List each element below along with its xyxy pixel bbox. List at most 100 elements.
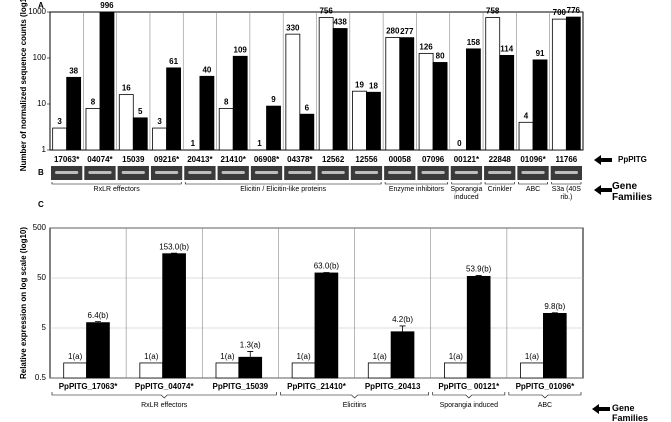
gel-band	[488, 171, 512, 174]
data-label: 6	[305, 103, 310, 112]
error-bar	[171, 252, 178, 255]
bracket	[51, 182, 182, 185]
data-label: 109	[234, 45, 248, 54]
x-tick-label: 21410*	[221, 155, 247, 164]
x-tick-label: PpPITG_04074*	[135, 382, 195, 391]
bar	[418, 52, 434, 151]
y-axis-label: Number of normalized sequence counts (lo…	[19, 0, 28, 171]
bar	[499, 54, 515, 151]
x-tick-label: 17063*	[54, 155, 80, 164]
data-label: 53.9(b)	[466, 265, 492, 274]
data-label: 9	[271, 95, 276, 104]
y-tick-label: 500	[33, 223, 47, 232]
gel-band	[354, 171, 379, 174]
bar	[118, 94, 134, 151]
data-label: 16	[122, 84, 131, 93]
bar	[215, 362, 240, 379]
bar	[332, 28, 348, 151]
bracket	[508, 392, 582, 399]
arrow	[594, 155, 612, 165]
data-label: 700	[553, 8, 567, 17]
panel-letter: B	[38, 168, 44, 177]
bar	[518, 121, 534, 151]
data-label: 3	[157, 117, 162, 126]
error-bar	[323, 272, 330, 274]
data-label: 4	[524, 111, 529, 120]
x-tick-label: 07096	[422, 155, 445, 164]
data-label: 63.0(b)	[314, 262, 340, 271]
group-label: Sporangia induced	[439, 402, 498, 409]
bar	[99, 11, 115, 151]
data-label: 1(a)	[296, 352, 311, 361]
panel-letter: A	[38, 1, 44, 10]
bracket	[280, 392, 430, 399]
x-tick-label: 11766	[555, 155, 577, 164]
gel-band	[388, 171, 412, 174]
data-label: 776	[567, 6, 581, 15]
panel-letter: C	[38, 200, 44, 209]
x-tick-label: PpPITG_01096*	[516, 382, 576, 391]
bar	[385, 37, 401, 151]
x-tick-label: PpPITG_15039	[213, 382, 269, 391]
data-label: 1(a)	[449, 352, 464, 361]
y-tick-label: 0.5	[35, 373, 47, 382]
bar	[299, 113, 315, 151]
gel-band	[421, 171, 445, 174]
data-label: 438	[333, 18, 347, 27]
group-axis-label: Gene Families	[612, 403, 649, 422]
data-label: 158	[467, 38, 481, 47]
bar	[63, 362, 87, 379]
gel-band	[188, 171, 212, 174]
data-label: 8	[224, 98, 229, 107]
error-bar	[94, 321, 101, 324]
bar	[432, 62, 448, 151]
data-label: 8	[91, 98, 96, 107]
data-label: 153.0(b)	[159, 242, 189, 251]
bar	[466, 275, 491, 379]
x-tick-label: 22848	[489, 155, 512, 164]
data-label: 277	[400, 27, 414, 36]
bracket	[384, 182, 449, 185]
data-label: 38	[69, 66, 78, 75]
family-label: ABC	[525, 186, 541, 193]
data-label: 19	[355, 80, 364, 89]
bar	[66, 76, 82, 151]
gel-band	[154, 171, 179, 174]
bar	[52, 127, 68, 151]
x-tick-label: 09216*	[154, 155, 180, 164]
row-label: PpPITG	[618, 155, 647, 164]
y-tick-label: 100	[33, 53, 47, 62]
family-axis-label: Gene Families	[612, 181, 653, 203]
data-label: 9.8(b)	[544, 302, 565, 311]
family-label: S3a (40S rib.)	[551, 186, 581, 201]
data-label: 5	[138, 107, 143, 116]
group-label: ABC	[537, 402, 553, 409]
x-tick-label: PpPITG_17063*	[59, 382, 119, 391]
data-label: 1(a)	[525, 352, 540, 361]
x-tick-label: 12556	[355, 155, 378, 164]
bar	[314, 272, 339, 379]
gel-band	[55, 171, 79, 174]
bar	[532, 59, 548, 151]
bracket	[51, 392, 277, 399]
bar	[166, 67, 181, 151]
bar	[399, 37, 415, 151]
bar	[152, 127, 167, 151]
bracket	[432, 392, 506, 399]
gel-band	[121, 171, 145, 174]
error-bar	[399, 325, 406, 340]
error-bar	[247, 351, 254, 366]
data-label: 330	[286, 23, 300, 32]
y-tick-label: 10	[37, 99, 46, 108]
bracket	[484, 182, 515, 185]
family-label: Elicitin / Elicitin-like proteins	[240, 186, 327, 193]
gel-band	[521, 171, 545, 174]
data-label: 756	[319, 7, 333, 16]
bracket	[518, 182, 548, 185]
data-label: 758	[486, 7, 500, 16]
y-tick-label: 1	[42, 145, 47, 154]
family-label: Crinkler	[487, 186, 512, 193]
family-label: RxLR effectors	[93, 186, 140, 193]
x-tick-label: 00058	[389, 155, 412, 164]
x-tick-label: 15039	[122, 155, 145, 164]
